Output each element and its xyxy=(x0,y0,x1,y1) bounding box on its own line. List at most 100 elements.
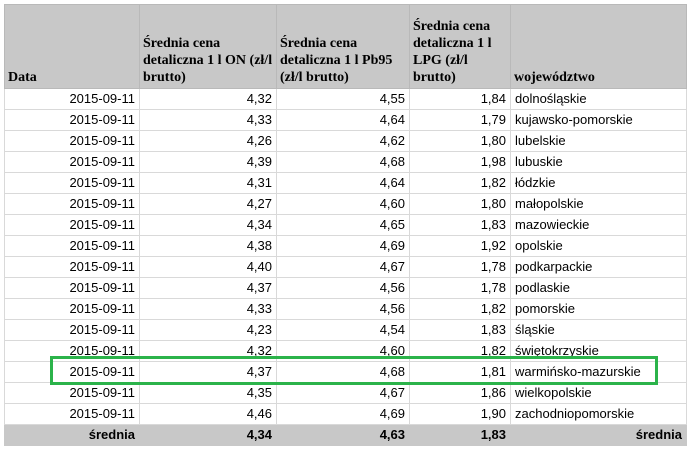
table-row: 2015-09-11 4,33 4,56 1,82 pomorskie xyxy=(4,298,687,320)
table-row: 2015-09-11 4,32 4,60 1,82 świętokrzyskie xyxy=(4,340,687,362)
cell-date[interactable]: 2015-09-11 xyxy=(4,151,140,173)
header-lpg-price[interactable]: Średnia cena detaliczna 1 l LPG (zł/l br… xyxy=(409,4,511,89)
cell-on-price[interactable]: 4,31 xyxy=(139,172,277,194)
cell-voivodeship[interactable]: warmińsko-mazurskie xyxy=(510,361,687,383)
average-label[interactable]: średnia xyxy=(4,424,140,446)
cell-voivodeship[interactable]: opolskie xyxy=(510,235,687,257)
cell-lpg-price[interactable]: 1,80 xyxy=(409,130,511,152)
cell-on-price[interactable]: 4,32 xyxy=(139,340,277,362)
cell-date[interactable]: 2015-09-11 xyxy=(4,319,140,341)
cell-on-price[interactable]: 4,27 xyxy=(139,193,277,215)
cell-voivodeship[interactable]: świętokrzyskie xyxy=(510,340,687,362)
cell-pb95-price[interactable]: 4,67 xyxy=(276,382,410,404)
cell-date[interactable]: 2015-09-11 xyxy=(4,88,140,110)
cell-pb95-price[interactable]: 4,60 xyxy=(276,340,410,362)
cell-date[interactable]: 2015-09-11 xyxy=(4,340,140,362)
cell-on-price[interactable]: 4,46 xyxy=(139,403,277,425)
cell-pb95-price[interactable]: 4,56 xyxy=(276,277,410,299)
cell-lpg-price[interactable]: 1,82 xyxy=(409,298,511,320)
cell-date[interactable]: 2015-09-11 xyxy=(4,193,140,215)
cell-lpg-price[interactable]: 1,82 xyxy=(409,340,511,362)
cell-lpg-price[interactable]: 1,83 xyxy=(409,319,511,341)
cell-voivodeship[interactable]: pomorskie xyxy=(510,298,687,320)
cell-pb95-price[interactable]: 4,64 xyxy=(276,109,410,131)
cell-pb95-price[interactable]: 4,69 xyxy=(276,403,410,425)
cell-on-price[interactable]: 4,39 xyxy=(139,151,277,173)
cell-on-price[interactable]: 4,37 xyxy=(139,277,277,299)
cell-lpg-price[interactable]: 1,78 xyxy=(409,277,511,299)
cell-on-price[interactable]: 4,32 xyxy=(139,88,277,110)
average-on[interactable]: 4,34 xyxy=(139,424,277,446)
cell-voivodeship[interactable]: małopolskie xyxy=(510,193,687,215)
cell-date[interactable]: 2015-09-11 xyxy=(4,361,140,383)
cell-lpg-price[interactable]: 1,80 xyxy=(409,193,511,215)
cell-voivodeship[interactable]: zachodniopomorskie xyxy=(510,403,687,425)
cell-date[interactable]: 2015-09-11 xyxy=(4,130,140,152)
cell-pb95-price[interactable]: 4,68 xyxy=(276,361,410,383)
cell-lpg-price[interactable]: 1,84 xyxy=(409,88,511,110)
cell-pb95-price[interactable]: 4,60 xyxy=(276,193,410,215)
cell-on-price[interactable]: 4,35 xyxy=(139,382,277,404)
header-voivodeship[interactable]: województwo xyxy=(510,4,687,89)
average-row: średnia 4,34 4,63 1,83 średnia xyxy=(4,424,687,446)
table-row: 2015-09-11 4,33 4,64 1,79 kujawsko-pomorskie xyxy=(4,109,687,131)
table-row: 2015-09-11 4,46 4,69 1,90 zachodniopomorskie xyxy=(4,403,687,425)
cell-date[interactable]: 2015-09-11 xyxy=(4,256,140,278)
cell-on-price[interactable]: 4,34 xyxy=(139,214,277,236)
header-row: Data Średnia cena detaliczna 1 l ON (zł/… xyxy=(4,4,687,89)
cell-lpg-price[interactable]: 1,78 xyxy=(409,256,511,278)
cell-on-price[interactable]: 4,33 xyxy=(139,298,277,320)
cell-pb95-price[interactable]: 4,64 xyxy=(276,172,410,194)
cell-voivodeship[interactable]: mazowieckie xyxy=(510,214,687,236)
average-label-right[interactable]: średnia xyxy=(510,424,687,446)
cell-on-price[interactable]: 4,33 xyxy=(139,109,277,131)
cell-date[interactable]: 2015-09-11 xyxy=(4,277,140,299)
cell-lpg-price[interactable]: 1,90 xyxy=(409,403,511,425)
average-pb95[interactable]: 4,63 xyxy=(276,424,410,446)
spreadsheet: Data Średnia cena detaliczna 1 l ON (zł/… xyxy=(4,4,687,446)
cell-date[interactable]: 2015-09-11 xyxy=(4,172,140,194)
cell-lpg-price[interactable]: 1,81 xyxy=(409,361,511,383)
cell-pb95-price[interactable]: 4,62 xyxy=(276,130,410,152)
cell-pb95-price[interactable]: 4,54 xyxy=(276,319,410,341)
cell-date[interactable]: 2015-09-11 xyxy=(4,235,140,257)
cell-voivodeship[interactable]: podkarpackie xyxy=(510,256,687,278)
cell-voivodeship[interactable]: lubuskie xyxy=(510,151,687,173)
cell-on-price[interactable]: 4,38 xyxy=(139,235,277,257)
table-row: 2015-09-11 4,37 4,56 1,78 podlaskie xyxy=(4,277,687,299)
cell-pb95-price[interactable]: 4,68 xyxy=(276,151,410,173)
cell-voivodeship[interactable]: podlaskie xyxy=(510,277,687,299)
table-row: 2015-09-11 4,34 4,65 1,83 mazowieckie xyxy=(4,214,687,236)
cell-voivodeship[interactable]: wielkopolskie xyxy=(510,382,687,404)
cell-lpg-price[interactable]: 1,98 xyxy=(409,151,511,173)
cell-pb95-price[interactable]: 4,67 xyxy=(276,256,410,278)
cell-lpg-price[interactable]: 1,83 xyxy=(409,214,511,236)
cell-pb95-price[interactable]: 4,55 xyxy=(276,88,410,110)
cell-on-price[interactable]: 4,40 xyxy=(139,256,277,278)
header-on-price[interactable]: Średnia cena detaliczna 1 l ON (zł/l bru… xyxy=(139,4,277,89)
cell-on-price[interactable]: 4,23 xyxy=(139,319,277,341)
cell-pb95-price[interactable]: 4,56 xyxy=(276,298,410,320)
cell-voivodeship[interactable]: śląskie xyxy=(510,319,687,341)
cell-on-price[interactable]: 4,26 xyxy=(139,130,277,152)
cell-voivodeship[interactable]: kujawsko-pomorskie xyxy=(510,109,687,131)
cell-voivodeship[interactable]: dolnośląskie xyxy=(510,88,687,110)
cell-date[interactable]: 2015-09-11 xyxy=(4,382,140,404)
table-row: 2015-09-11 4,23 4,54 1,83 śląskie xyxy=(4,319,687,341)
cell-pb95-price[interactable]: 4,69 xyxy=(276,235,410,257)
cell-date[interactable]: 2015-09-11 xyxy=(4,403,140,425)
header-pb95-price[interactable]: Średnia cena detaliczna 1 l Pb95 (zł/l b… xyxy=(276,4,410,89)
cell-pb95-price[interactable]: 4,65 xyxy=(276,214,410,236)
cell-voivodeship[interactable]: lubelskie xyxy=(510,130,687,152)
cell-voivodeship[interactable]: łódzkie xyxy=(510,172,687,194)
cell-lpg-price[interactable]: 1,79 xyxy=(409,109,511,131)
cell-lpg-price[interactable]: 1,86 xyxy=(409,382,511,404)
cell-date[interactable]: 2015-09-11 xyxy=(4,298,140,320)
header-date[interactable]: Data xyxy=(4,4,140,89)
cell-date[interactable]: 2015-09-11 xyxy=(4,109,140,131)
average-lpg[interactable]: 1,83 xyxy=(409,424,511,446)
cell-lpg-price[interactable]: 1,82 xyxy=(409,172,511,194)
cell-date[interactable]: 2015-09-11 xyxy=(4,214,140,236)
cell-on-price[interactable]: 4,37 xyxy=(139,361,277,383)
cell-lpg-price[interactable]: 1,92 xyxy=(409,235,511,257)
